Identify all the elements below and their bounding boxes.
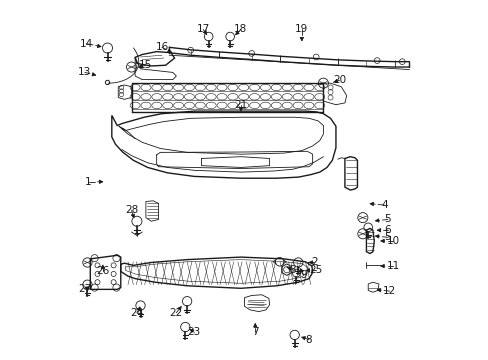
Text: 28: 28 [124, 206, 138, 216]
Text: 13: 13 [78, 67, 91, 77]
Text: 5: 5 [384, 232, 390, 242]
Text: 26: 26 [96, 266, 109, 276]
Text: 16: 16 [155, 42, 168, 52]
Text: 10: 10 [386, 236, 399, 246]
Text: 17: 17 [196, 24, 209, 35]
Text: 25: 25 [309, 265, 322, 275]
Text: 21: 21 [234, 100, 247, 110]
Text: 5: 5 [384, 215, 390, 224]
Text: 24: 24 [130, 308, 143, 318]
Text: 19: 19 [295, 24, 308, 35]
Text: 1: 1 [85, 177, 92, 187]
Text: 3: 3 [289, 265, 296, 275]
Text: 20: 20 [332, 75, 346, 85]
Text: 4: 4 [380, 200, 387, 210]
Text: 22: 22 [169, 308, 183, 318]
Text: 9: 9 [300, 270, 306, 280]
Text: 14: 14 [80, 39, 93, 49]
Text: 12: 12 [382, 286, 396, 296]
Text: 11: 11 [386, 261, 399, 271]
Text: 2: 2 [310, 257, 317, 267]
Text: 8: 8 [305, 334, 312, 345]
Text: 15: 15 [139, 60, 152, 70]
Text: 23: 23 [187, 327, 201, 337]
Text: 7: 7 [251, 327, 258, 337]
Text: 27: 27 [78, 284, 91, 294]
Text: 18: 18 [234, 24, 247, 35]
Text: 6: 6 [384, 225, 390, 235]
